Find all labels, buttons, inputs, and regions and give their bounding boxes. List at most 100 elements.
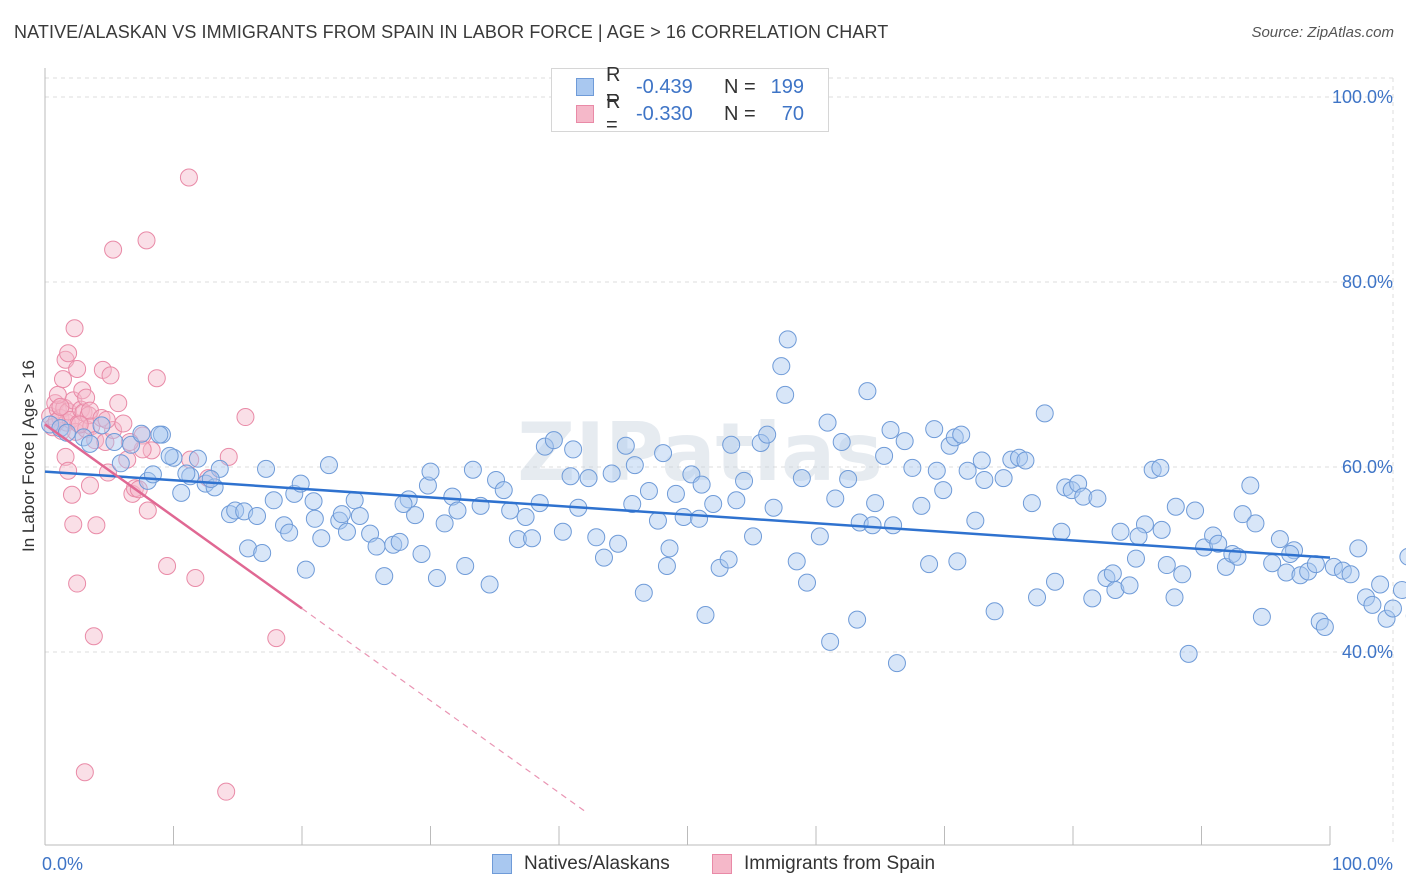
natives-point [350, 507, 369, 526]
natives-point [1083, 589, 1102, 608]
natives-point [1324, 557, 1343, 576]
spain-point [56, 447, 75, 466]
y-axis-label: In Labor Force | Age > 16 [19, 360, 38, 552]
natives-point [920, 555, 939, 574]
natives-point [523, 529, 542, 548]
natives-point [304, 492, 323, 511]
natives-point [858, 382, 877, 401]
spain-point [59, 344, 78, 363]
natives-point [221, 505, 240, 524]
natives-point [616, 436, 635, 455]
natives-point [692, 475, 711, 494]
watermark: ZIPatlas [517, 406, 883, 499]
spain-point [68, 574, 87, 593]
spain-point [158, 556, 177, 575]
natives-point [427, 569, 446, 587]
natives-legend-swatch [492, 854, 512, 874]
natives-point [1277, 563, 1296, 582]
natives-point [866, 494, 885, 513]
natives-point [435, 514, 454, 533]
natives-point [654, 444, 673, 463]
natives-point [1241, 476, 1260, 495]
natives-point [948, 552, 967, 571]
natives-point [778, 330, 797, 349]
natives-point [264, 491, 283, 510]
natives-point [625, 456, 644, 475]
spain-point [75, 763, 94, 782]
natives-point [1356, 588, 1375, 607]
natives-point [895, 432, 914, 451]
spain-point [80, 476, 99, 495]
natives-point [487, 470, 506, 489]
natives-point [448, 501, 467, 520]
natives-point [1383, 599, 1402, 618]
natives-point [934, 481, 953, 500]
spain-point [68, 359, 87, 378]
natives-point [1052, 522, 1071, 541]
natives-point [501, 501, 520, 520]
natives-point [1062, 481, 1081, 500]
spain-point [80, 401, 99, 420]
natives-point [1151, 458, 1170, 477]
natives-point [1002, 450, 1021, 469]
natives-point [1233, 505, 1252, 524]
y-tick-label: 60.0% [1342, 457, 1393, 477]
natives-point [818, 413, 837, 432]
natives-alaskans-points [41, 330, 1406, 673]
natives-point [1299, 562, 1318, 581]
natives-point [544, 431, 563, 450]
natives-point [966, 511, 985, 530]
natives-point [1310, 612, 1329, 631]
natives-point [994, 469, 1013, 488]
natives-point [210, 459, 229, 478]
natives-point [239, 539, 258, 558]
legend-item-spain[interactable]: Immigrants from Spain [712, 853, 935, 875]
natives-point [1152, 520, 1171, 539]
spain-point [64, 515, 83, 534]
spain-point [147, 369, 166, 388]
n-label: N = [724, 75, 756, 98]
spain-point [65, 319, 84, 338]
spain-point [179, 168, 198, 187]
r-value: -0.439 [636, 75, 693, 98]
natives-point [848, 610, 867, 629]
spain-point [104, 240, 123, 259]
spain-point [267, 629, 286, 648]
x-tick-label: 0.0% [42, 854, 83, 874]
natives-point [1111, 522, 1130, 541]
natives-point [172, 483, 191, 502]
natives-point [666, 484, 685, 503]
natives-point [305, 509, 324, 528]
natives-point [798, 573, 817, 592]
natives-point [884, 516, 903, 535]
spain-point [84, 627, 103, 646]
natives-point [821, 632, 840, 651]
natives-point [735, 471, 754, 490]
spain-point [97, 410, 116, 429]
chart-title: NATIVE/ALASKAN VS IMMIGRANTS FROM SPAIN … [14, 22, 889, 42]
natives-point [764, 498, 783, 517]
natives-point [406, 506, 425, 525]
natives-point [1252, 607, 1271, 626]
natives-trend-line [44, 470, 1331, 559]
natives-point [1179, 644, 1198, 663]
natives-point [394, 495, 413, 513]
natives-point [696, 606, 715, 624]
spain-point [236, 408, 255, 427]
natives-point [602, 464, 621, 483]
spain-point [186, 569, 205, 587]
natives-point [418, 476, 437, 495]
natives-point [280, 523, 299, 542]
legend-item-natives[interactable]: Natives/Alaskans [492, 853, 670, 875]
spain-legend-swatch [712, 854, 732, 874]
natives-point [508, 530, 527, 549]
natives-point [177, 464, 196, 483]
natives-point [1315, 618, 1334, 637]
natives-point [564, 440, 583, 459]
natives-point [1246, 514, 1265, 533]
spain-point [114, 414, 133, 433]
natives-point [1341, 565, 1360, 584]
spain-point [51, 397, 70, 416]
r-value: -0.330 [636, 102, 693, 125]
natives-point [952, 425, 971, 444]
